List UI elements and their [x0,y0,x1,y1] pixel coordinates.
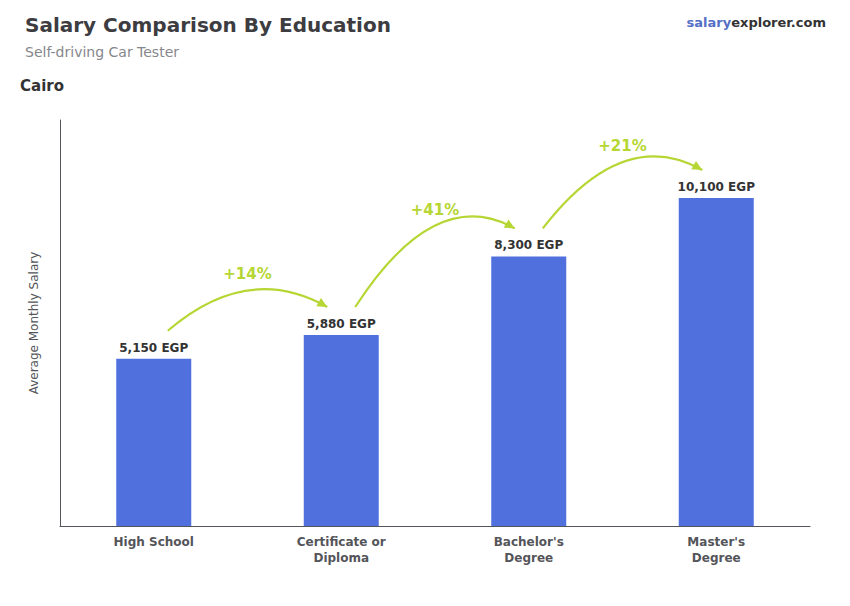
svg-text:Average Monthly Salary: Average Monthly Salary [27,252,41,395]
svg-text:Master's: Master's [687,535,745,549]
svg-text:explorer.com: explorer.com [731,15,826,30]
svg-text:5,880 EGP: 5,880 EGP [307,317,376,331]
svg-text:+21%: +21% [598,137,646,155]
svg-text:+14%: +14% [223,265,271,283]
svg-text:Salary Comparison By Education: Salary Comparison By Education [25,13,391,37]
svg-text:Certificate or: Certificate or [297,535,386,549]
svg-text:Cairo: Cairo [20,77,64,95]
svg-text:5,150 EGP: 5,150 EGP [119,341,188,355]
svg-text:Bachelor's: Bachelor's [494,535,564,549]
svg-text:10,100 EGP: 10,100 EGP [678,180,756,194]
svg-text:Self-driving Car Tester: Self-driving Car Tester [25,44,179,60]
svg-text:High School: High School [114,535,194,549]
svg-text:+41%: +41% [411,201,459,219]
svg-text:Degree: Degree [504,551,553,565]
svg-text:Diploma: Diploma [313,551,369,565]
svg-text:8,300 EGP: 8,300 EGP [494,238,563,252]
svg-text:salary: salary [687,15,732,30]
svg-text:Degree: Degree [692,551,741,565]
